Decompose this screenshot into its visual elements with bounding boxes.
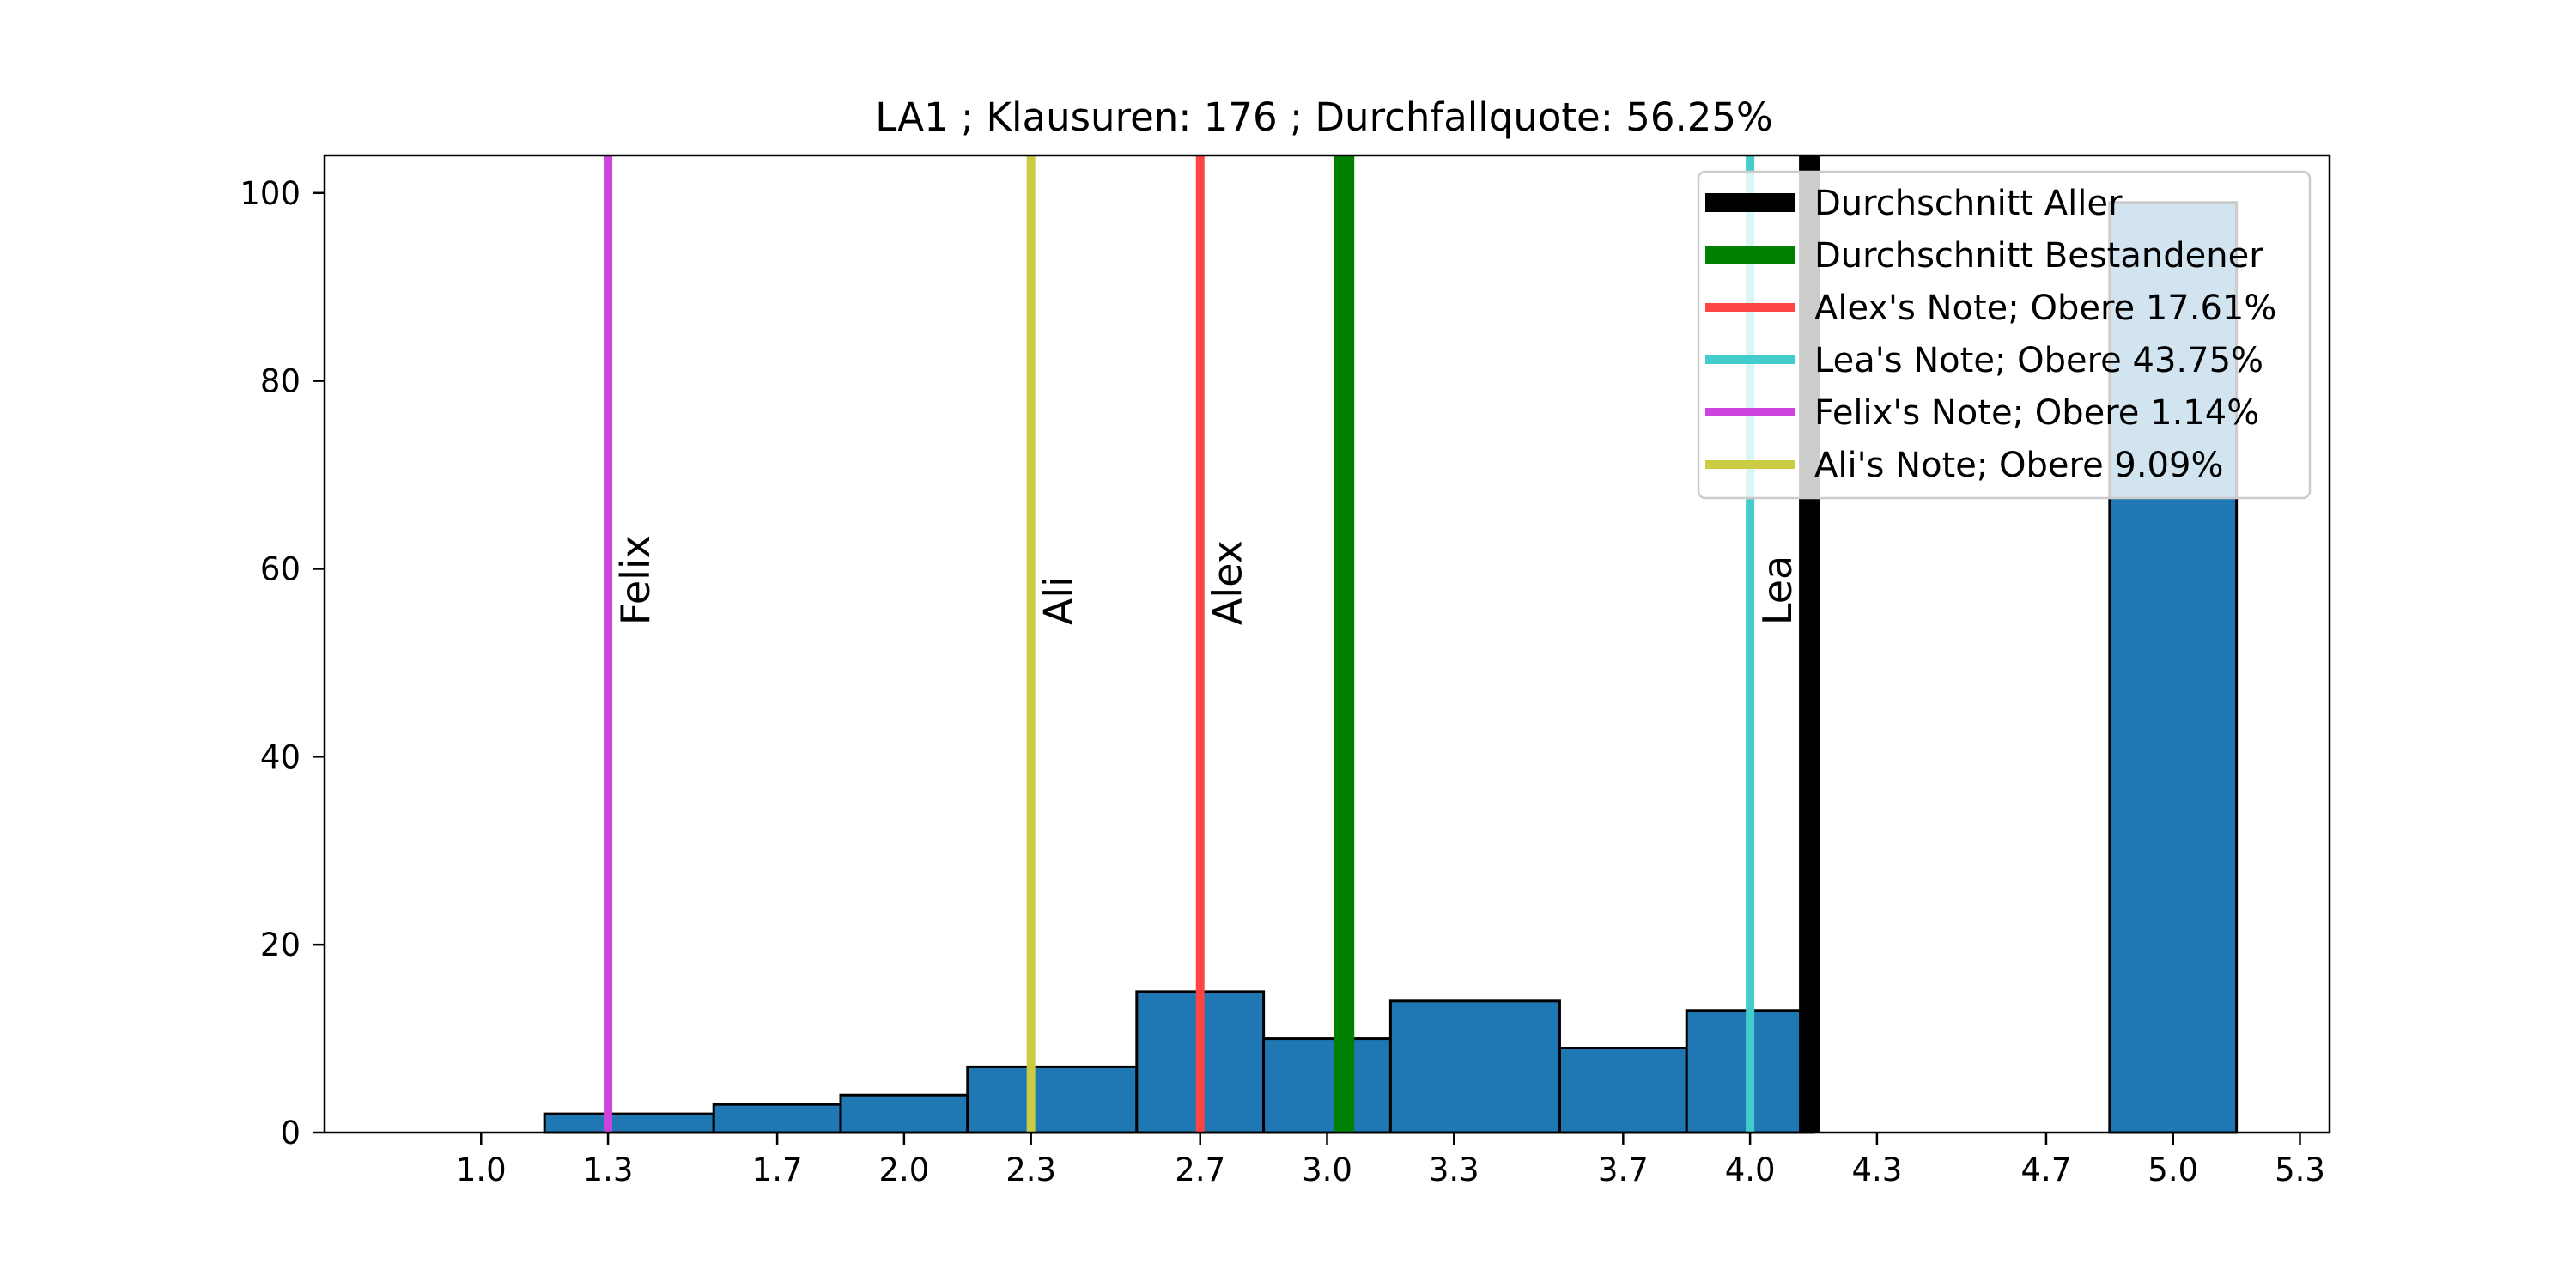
chart-title: LA1 ; Klausuren: 176 ; Durchfallquote: 5… [875, 94, 1773, 140]
histogram-bar-8 [1558, 1047, 1688, 1134]
line-labels-layer: Felix Ali Alex Lea [612, 535, 1801, 625]
alex-line-label: Alex [1205, 540, 1251, 625]
x-tick-label: 4.0 [1725, 1151, 1776, 1188]
legend: Durchschnitt Aller Durchschnitt Bestanden… [1697, 170, 2312, 500]
y-tick-label: 40 [260, 738, 301, 775]
legend-entry-label: Alex's Note; Obere 17.61% [1814, 289, 2276, 328]
x-tick-label: 5.3 [2275, 1151, 2325, 1188]
felix-line-label: Felix [612, 535, 659, 625]
x-tick-label: 3.3 [1429, 1151, 1479, 1188]
x-tick-label: 1.7 [752, 1151, 803, 1188]
histogram-bar-6 [1262, 1037, 1392, 1134]
ali-line-label: Ali [1036, 576, 1082, 625]
lea-line-label: Lea [1754, 556, 1801, 625]
histogram-bar-2 [712, 1103, 842, 1134]
x-tick-label: 4.7 [2021, 1151, 2072, 1188]
y-tick-label: 0 [280, 1115, 301, 1151]
legend-box [1697, 170, 2312, 500]
legend-entry-label: Felix's Note; Obere 1.14% [1814, 393, 2259, 433]
x-tick-label: 3.0 [1302, 1151, 1352, 1188]
x-tick-label: 1.0 [456, 1151, 507, 1188]
x-tick-label: 2.3 [1005, 1151, 1056, 1188]
x-tick-label: 3.7 [1598, 1151, 1649, 1188]
histogram-bar-7 [1388, 999, 1561, 1134]
vertical-lines-layer [604, 155, 1820, 1133]
x-tick-label: 1.3 [583, 1151, 634, 1188]
x-tick-label: 2.7 [1175, 1151, 1225, 1188]
legend-entry-label: Durchschnitt Aller [1814, 184, 2123, 223]
x-tick-label: 2.0 [878, 1151, 929, 1188]
y-tick-label: 80 [260, 363, 301, 400]
axes-layer: 1.0 1.3 1.7 2.0 2.3 2.7 3.0 3.3 3.7 4.0 4.3 4.7 5.0 5… [240, 154, 2331, 1188]
x-tick-label: 5.0 [2148, 1151, 2198, 1188]
y-tick-label: 100 [240, 175, 301, 212]
legend-entry-label: Ali's Note; Obere 9.09% [1814, 446, 2223, 485]
legend-entry-label: Durchschnitt Bestandener [1814, 236, 2263, 276]
y-tick-label: 20 [260, 927, 301, 963]
x-tick-label: 4.3 [1851, 1151, 1902, 1188]
legend-entry-label: Lea's Note; Obere 43.75% [1814, 341, 2263, 380]
histogram-bar-1 [543, 1112, 715, 1134]
y-tick-label: 60 [260, 550, 301, 587]
histogram-bar-3 [839, 1093, 969, 1134]
histogram-bar-4 [966, 1065, 1139, 1134]
